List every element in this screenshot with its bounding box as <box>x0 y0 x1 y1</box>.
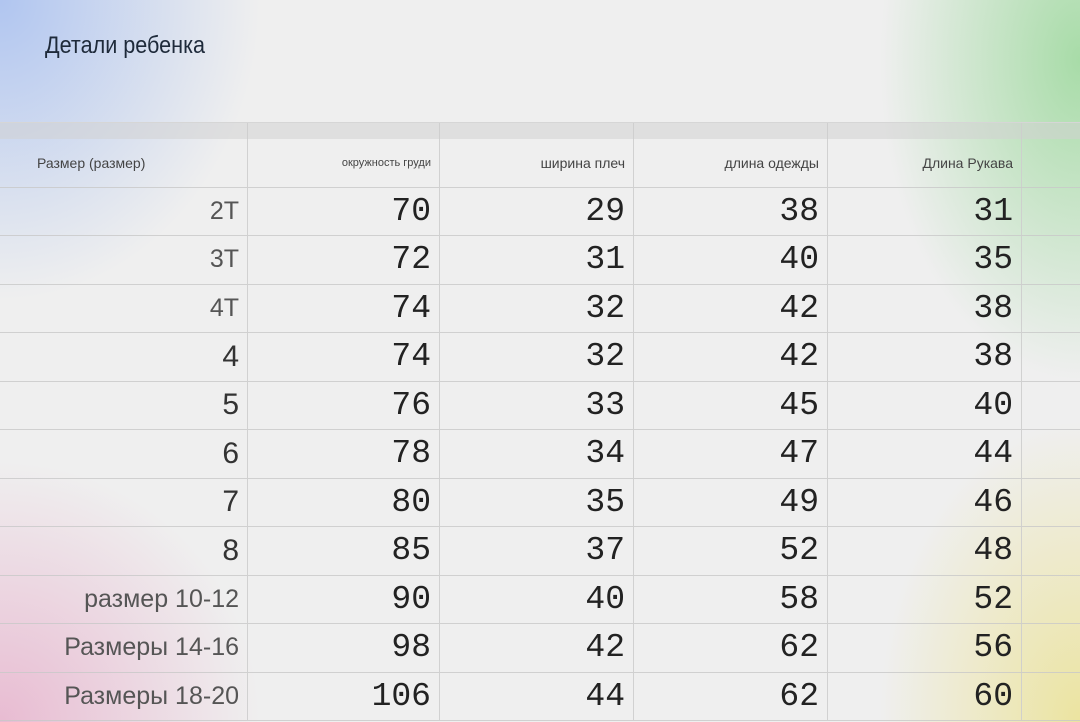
table-row: 7 80 35 49 46 <box>0 478 1080 527</box>
value-cell: 40 <box>440 575 634 623</box>
value-cell: 52 <box>828 575 1022 623</box>
header-sleeve: Длина Рукава <box>828 139 1022 187</box>
value-cell: 106 <box>248 672 440 720</box>
size-cell: 3T <box>0 236 248 284</box>
value-cell: 46 <box>828 478 1022 526</box>
value-cell: 78 <box>248 430 440 478</box>
value-cell: 70 <box>248 187 440 235</box>
value-cell: 42 <box>440 624 634 672</box>
size-cell: 5 <box>0 381 248 429</box>
size-cell: 6 <box>0 430 248 478</box>
value-cell: 58 <box>634 575 828 623</box>
value-cell: 42 <box>634 284 828 332</box>
value-cell: 62 <box>634 672 828 720</box>
value-cell: 38 <box>828 333 1022 381</box>
value-cell: 32 <box>440 333 634 381</box>
header-chest: окружность груди <box>248 139 440 187</box>
size-cell: 7 <box>0 478 248 526</box>
value-cell: 76 <box>248 381 440 429</box>
value-cell: 56 <box>828 624 1022 672</box>
table-row: размер 10-12 90 40 58 52 <box>0 575 1080 624</box>
value-cell: 98 <box>248 624 440 672</box>
value-cell: 40 <box>828 381 1022 429</box>
value-cell: 38 <box>828 284 1022 332</box>
value-cell: 38 <box>634 187 828 235</box>
value-cell: 31 <box>828 187 1022 235</box>
size-cell: 2T <box>0 187 248 235</box>
value-cell: 37 <box>440 527 634 575</box>
table-row: 3T 72 31 40 35 <box>0 236 1080 285</box>
value-cell: 35 <box>440 478 634 526</box>
value-cell: 34 <box>440 430 634 478</box>
value-cell: 33 <box>440 381 634 429</box>
value-cell: 72 <box>248 236 440 284</box>
value-cell: 35 <box>828 236 1022 284</box>
value-cell: 49 <box>634 478 828 526</box>
table-row: Размеры 14-16 98 42 62 56 <box>0 624 1080 673</box>
table-row: 4 74 32 42 38 <box>0 333 1080 382</box>
table-row: 5 76 33 45 40 <box>0 381 1080 430</box>
value-cell: 45 <box>634 381 828 429</box>
table-row: 4T 74 32 42 38 <box>0 284 1080 333</box>
value-cell: 74 <box>248 333 440 381</box>
size-cell: размер 10-12 <box>0 575 248 623</box>
value-cell: 29 <box>440 187 634 235</box>
value-cell: 47 <box>634 430 828 478</box>
size-cell: 8 <box>0 527 248 575</box>
table-row: 6 78 34 47 44 <box>0 430 1080 479</box>
header-shoulder: ширина плеч <box>440 139 634 187</box>
size-cell: 4T <box>0 284 248 332</box>
value-cell: 74 <box>248 284 440 332</box>
table-row: 2T 70 29 38 31 <box>0 187 1080 236</box>
value-cell: 52 <box>634 527 828 575</box>
value-cell: 60 <box>828 672 1022 720</box>
value-cell: 40 <box>634 236 828 284</box>
header-row: Размер (размер) окружность груди ширина … <box>0 139 1080 188</box>
table-row: Размеры 18-20 106 44 62 60 <box>0 672 1080 721</box>
value-cell: 32 <box>440 284 634 332</box>
header-length: длина одежды <box>634 139 828 187</box>
value-cell: 62 <box>634 624 828 672</box>
value-cell: 80 <box>248 478 440 526</box>
value-cell: 48 <box>828 527 1022 575</box>
value-cell: 44 <box>440 672 634 720</box>
header-size: Размер (размер) <box>0 139 248 187</box>
value-cell: 85 <box>248 527 440 575</box>
size-table: Размер (размер) окружность груди ширина … <box>0 122 1080 721</box>
size-cell: Размеры 18-20 <box>0 672 248 720</box>
value-cell: 42 <box>634 333 828 381</box>
table-row: 8 85 37 52 48 <box>0 527 1080 576</box>
value-cell: 90 <box>248 575 440 623</box>
value-cell: 31 <box>440 236 634 284</box>
value-cell: 44 <box>828 430 1022 478</box>
column-band <box>0 123 1080 139</box>
page-title: Детали ребенка <box>45 32 206 59</box>
size-cell: 4 <box>0 333 248 381</box>
size-cell: Размеры 14-16 <box>0 624 248 672</box>
